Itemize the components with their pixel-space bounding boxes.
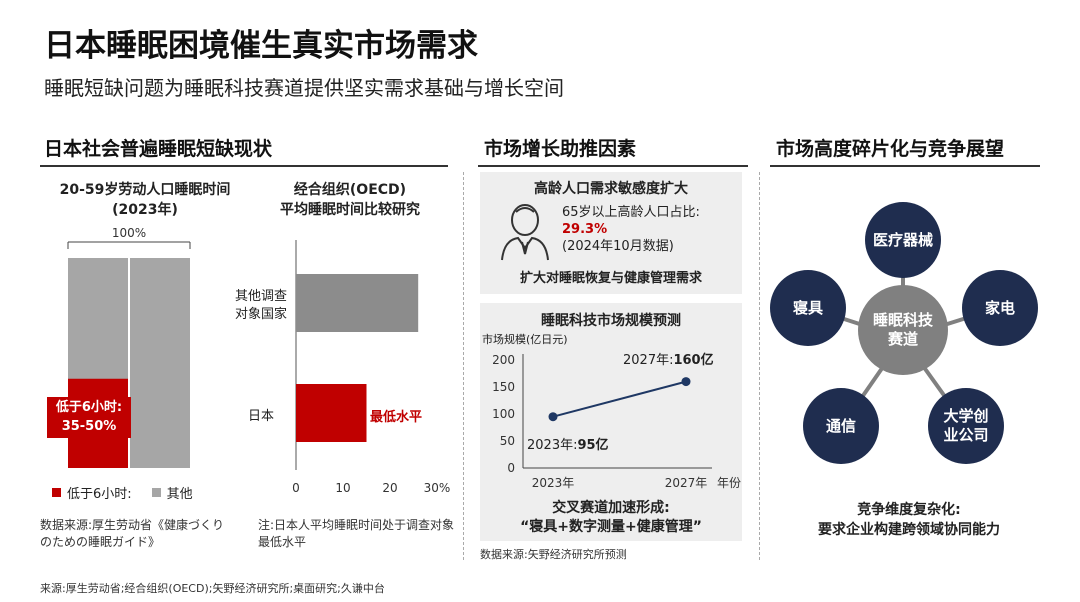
- market-source: 数据来源:矢野经济研究所预测: [480, 548, 627, 561]
- elderly-highlight: 29.3%: [562, 222, 608, 237]
- legend-gray-swatch: [151, 488, 161, 497]
- label-2023: 2023年:95亿: [527, 434, 609, 453]
- node-university-line1: 大学创: [943, 407, 989, 425]
- competition-conclusion: 竞争维度复杂化: 要求企业构建跨领域协同能力: [764, 500, 1054, 540]
- market-axis-title: 市场规模(亿日元): [482, 333, 568, 346]
- chart1-title: 20-59岁劳动人口睡眠时间 (2023年): [40, 180, 250, 220]
- chart2-svg: 0 10 20 30%: [292, 240, 451, 495]
- left-section-rule: [40, 165, 448, 167]
- chart1-callout-line2: 35-50%: [61, 419, 117, 434]
- hub-center: 睡眠科技 赛道: [858, 285, 948, 375]
- label-2027-prefix: 2027年:: [623, 353, 674, 368]
- demand-panel-title: 高龄人口需求敏感度扩大: [534, 181, 688, 197]
- hub-center-line2: 赛道: [887, 330, 918, 348]
- middle-section-rule: [478, 165, 748, 167]
- chart2-lowest-label: 最低水平: [370, 410, 423, 425]
- market-conclusion-line1: 交叉赛道加速形成:: [552, 500, 670, 516]
- chart2-tick-label: 20: [382, 481, 397, 495]
- market-panel-title: 睡眠科技市场规模预测: [541, 313, 681, 329]
- chart2-cat2-label: 日本: [247, 409, 274, 424]
- line-y-tick-label: 200: [492, 353, 515, 367]
- competition-conclusion-line1: 竞争维度复杂化:: [857, 502, 961, 518]
- chart2-tick-label: 10: [335, 481, 350, 495]
- middle-section-title: 市场增长助推因素: [484, 138, 637, 160]
- node-bedding: 寝具: [770, 270, 846, 346]
- elderly-person-icon: [501, 204, 549, 261]
- right-section-title: 市场高度碎片化与竞争展望: [776, 138, 1005, 160]
- page-subtitle: 睡眠短缺问题为睡眠科技赛道提供坚实需求基础与增长空间: [44, 76, 564, 100]
- chart2-note: 注:日本人平均睡眠时间处于调查对象 最低水平: [258, 517, 454, 551]
- chart2-title-line2: 平均睡眠时间比较研究: [280, 202, 420, 218]
- label-2027: 2027年:160亿: [623, 349, 714, 368]
- legend-red-swatch: [52, 488, 61, 497]
- footer-source: 来源:厚生劳动省;经合组织(OECD);矢野经济研究所;桌面研究;久谦中台: [40, 582, 385, 595]
- line-point: [681, 377, 691, 387]
- chart1-bar-other: [130, 258, 190, 468]
- source-note-1: 数据来源:厚生劳动省《健康づくり のための睡眠ガイド》: [40, 517, 224, 551]
- chart2-cat1-line2: 对象国家: [234, 307, 287, 322]
- line-y-tick-label: 50: [500, 434, 515, 448]
- source-note-1-line1: 数据来源:厚生劳动省《健康づくり: [40, 518, 225, 532]
- divider-left: [463, 172, 464, 560]
- chart2-cat1-label: 其他调查 对象国家: [222, 288, 300, 324]
- market-panel: [480, 303, 742, 541]
- chart2-bar-other-countries: [296, 274, 419, 332]
- elderly-line3: (2024年10月数据): [562, 239, 674, 254]
- legend-red-label: 低于6小时:: [67, 487, 132, 502]
- line-y-tick-label: 150: [492, 380, 515, 394]
- line-x-unit-label: 年份: [717, 476, 741, 490]
- legend-gray-label: 其他: [166, 487, 193, 502]
- line-y-tick-label: 100: [492, 407, 515, 421]
- label-2023-prefix: 2023年:: [527, 438, 578, 453]
- demand-panel: [480, 172, 742, 294]
- chart1-title-line2: (2023年): [112, 202, 178, 218]
- chart1-callout-line1: 低于6小时:: [55, 400, 123, 415]
- demand-conclusion: 扩大对睡眠恢复与健康管理需求: [519, 271, 702, 286]
- label-2027-value: 160亿: [673, 353, 714, 368]
- page-title: 日本睡眠困境催生真实市场需求: [44, 28, 478, 64]
- node-medical-devices: 医疗器械: [865, 202, 941, 278]
- node-appliances: 家电: [962, 270, 1038, 346]
- node-university-line2: 业公司: [943, 426, 989, 444]
- chart2-title-line1: 经合组织(OECD): [293, 182, 407, 198]
- line-y-tick-label: 0: [507, 461, 515, 475]
- market-conclusion-line2: “寝具+数字测量+健康管理”: [520, 519, 702, 535]
- competition-conclusion-line2: 要求企业构建跨领域协同能力: [818, 522, 1000, 538]
- line-point: [548, 412, 558, 422]
- chart1-title-line1: 20-59岁劳动人口睡眠时间: [59, 182, 231, 198]
- chart1-svg: 100%: [67, 226, 191, 468]
- source-note-1-line2: のための睡眠ガイド》: [40, 535, 161, 549]
- divider-right: [759, 172, 760, 560]
- elderly-line1: 65岁以上高龄人口占比:: [562, 205, 700, 220]
- elderly-stats: 65岁以上高龄人口占比: 29.3% (2024年10月数据): [562, 204, 700, 255]
- line-x-tick-label: 2023年: [532, 476, 575, 490]
- node-university-startups: 大学创 业公司: [928, 388, 1004, 464]
- line-x-tick-label: 2027年: [665, 476, 708, 490]
- chart2-tick-label: 0: [292, 481, 300, 495]
- right-section-rule: [770, 165, 1040, 167]
- chart1-callout: 低于6小时: 35-50%: [47, 397, 131, 438]
- chart2-tick-label: 30%: [424, 481, 451, 495]
- chart1-top-label: 100%: [112, 226, 146, 240]
- chart1-legend: 低于6小时: 其他: [52, 483, 193, 502]
- market-conclusion: 交叉赛道加速形成: “寝具+数字测量+健康管理”: [480, 499, 742, 537]
- node-telecom: 通信: [803, 388, 879, 464]
- chart2-bar-japan: [296, 384, 367, 442]
- chart2-note-line1: 注:日本人平均睡眠时间处于调查对象: [258, 518, 455, 532]
- chart2-note-line2: 最低水平: [258, 535, 307, 549]
- chart2-cat1-line1: 其他调查: [234, 289, 287, 304]
- left-section-title: 日本社会普遍睡眠短缺现状: [44, 138, 273, 160]
- chart2-title: 经合组织(OECD) 平均睡眠时间比较研究: [250, 180, 450, 220]
- hub-center-line1: 睡眠科技: [872, 311, 933, 329]
- label-2023-value: 95亿: [577, 438, 609, 453]
- line-series-path: [552, 380, 687, 418]
- market-line-chart: 200 150 100 50 0 2023年 2027年 年份: [492, 353, 741, 490]
